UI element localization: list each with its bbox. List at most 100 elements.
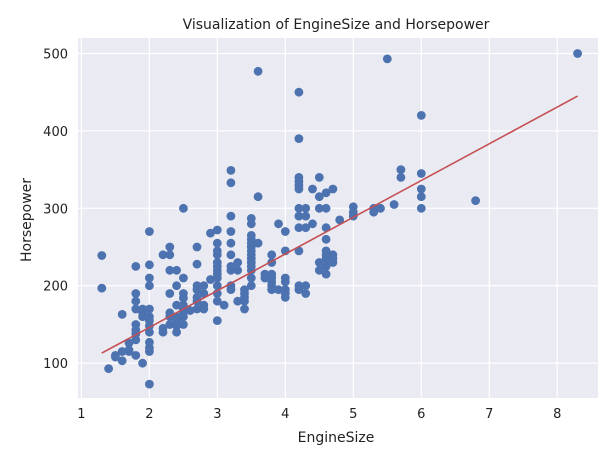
data-point [192,304,202,314]
data-point [158,323,168,333]
data-point [206,275,215,284]
grid-lines [78,38,598,398]
data-point [416,111,426,120]
data-point [131,325,141,335]
data-point [111,352,120,362]
data-point [185,306,195,315]
data-point [233,265,243,275]
data-point [212,246,222,256]
data-point [226,166,236,175]
data-point [131,335,141,345]
data-point [233,296,243,306]
data-point [314,173,324,182]
data-point [179,320,188,329]
data-point [294,211,304,221]
data-point [117,356,127,366]
data-point [124,345,134,355]
data-point [240,304,249,314]
data-point [212,281,222,291]
data-point [267,269,277,279]
data-point [301,203,311,213]
data-point [145,260,154,270]
data-point [212,316,222,325]
data-point [321,188,331,198]
data-point [97,251,107,260]
data-point [145,379,154,389]
data-point [280,285,290,294]
data-point [294,87,304,97]
data-point [145,312,154,322]
data-point [199,300,209,310]
data-point [172,300,182,310]
data-point [226,281,236,291]
data-point [321,269,331,279]
data-points [97,49,582,389]
data-point [179,203,188,213]
data-point [158,250,168,260]
data-point [328,184,338,194]
data-point [192,281,202,291]
data-point [396,173,406,182]
data-point [471,196,480,206]
data-point [172,265,182,275]
data-point [396,165,406,175]
data-point [212,225,222,235]
data-point [226,238,236,248]
y-tick-label: 400 [43,125,68,140]
y-tick-label: 500 [43,47,68,62]
data-point [145,337,154,347]
regression-line [101,95,578,354]
data-point [416,184,426,194]
data-point [573,49,582,58]
data-point [124,338,134,348]
chart-title: Visualization of EngineSize and Horsepow… [183,17,490,33]
data-point [321,262,331,271]
data-point [206,228,215,238]
data-point [226,250,236,260]
data-point [172,281,182,291]
data-point [240,285,249,294]
data-point [294,223,304,233]
y-tick-label: 200 [43,280,68,295]
data-point [131,351,141,360]
data-point [280,227,290,236]
data-point [308,184,317,194]
x-axis-label: EngineSize [298,430,375,446]
data-point [165,250,175,260]
data-point [335,215,345,225]
data-point [97,283,107,293]
data-point [179,289,188,298]
data-point [369,203,379,213]
data-point [314,258,324,267]
data-point [145,273,154,283]
x-tick-label: 4 [281,407,289,422]
data-point [301,211,311,221]
data-point [246,281,256,291]
data-point [117,310,127,319]
data-point [226,227,236,236]
x-tick-label: 8 [553,407,561,422]
data-point [301,223,311,233]
data-point [145,281,154,291]
data-point [192,242,202,252]
data-point [301,289,311,298]
x-tick-label: 5 [349,407,357,422]
data-point [321,234,331,244]
y-tick-label: 300 [43,202,68,217]
data-point [389,200,399,209]
data-point [416,169,426,178]
data-point [294,203,304,213]
data-point [165,320,175,329]
data-point [294,281,304,291]
x-tick-label: 3 [213,407,221,422]
data-point [253,66,263,76]
data-point [294,173,304,182]
data-point [131,289,141,298]
data-point [267,250,277,260]
data-point [301,281,311,291]
data-point [145,227,154,236]
data-point [104,364,113,373]
data-point [165,289,175,298]
data-point [253,238,263,248]
